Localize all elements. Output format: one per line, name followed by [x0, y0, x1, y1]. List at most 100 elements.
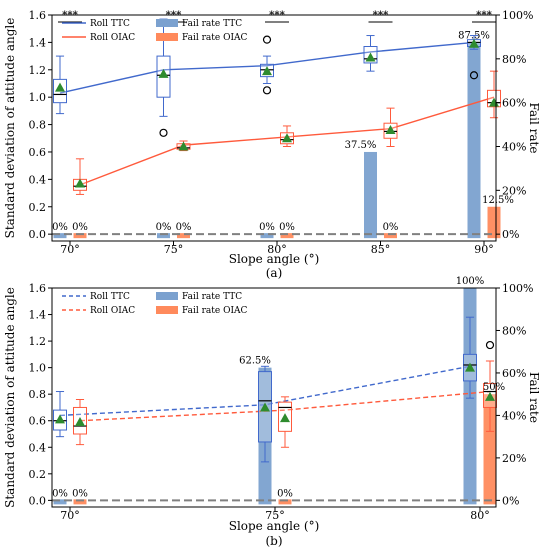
bar-fail-rate-ttc [258, 367, 272, 505]
bar-label-ttc: 37.5% [345, 140, 377, 151]
y2-tick-label: 0% [502, 228, 519, 241]
y2-tick-label: 60% [502, 367, 526, 380]
mean-marker-oiac [385, 125, 396, 135]
bar-label-ttc: 0% [52, 488, 68, 499]
y-tick-label: 1.6 [29, 282, 47, 295]
bar-fail-rate-oiac [177, 233, 190, 239]
x-tick-label: 85° [371, 243, 391, 256]
bar-fail-rate-ttc [157, 233, 170, 239]
y-tick-label: 0.0 [29, 494, 47, 507]
legend-swatch-fail-rate-ttc [156, 19, 178, 27]
y2-axis-label: Fail rate [527, 103, 539, 154]
subfigure-caption: (a) [266, 266, 283, 280]
mean-marker-ttc [262, 66, 272, 76]
bar-label-oiac: 0% [72, 488, 88, 499]
bar-label-ttc: 62.5% [239, 356, 271, 367]
bar-label-oiac: 12.5% [482, 195, 514, 206]
bar-label-oiac: 0% [279, 222, 295, 233]
x-axis-label: Slope angle (°) [229, 519, 320, 533]
y-tick-label: 0.2 [29, 201, 47, 214]
y-tick-label: 0.2 [29, 468, 47, 481]
y2-tick-label: 20% [502, 184, 526, 197]
legend-swatch-fail-rate-ttc [156, 292, 178, 300]
legend-label-roll-oiac: Roll OIAC [90, 33, 135, 43]
legend-label-fail-rate-ttc: Fail rate TTC [182, 19, 242, 29]
outlier-ttc [262, 35, 272, 44]
bar-label-ttc: 0% [156, 222, 172, 233]
chart-a: 0% 0% 0% 0% 0% 0%37.5%0%87.5%12.5%*** *** *** **… [3, 9, 539, 280]
x-tick-label: 70° [60, 243, 80, 256]
subfigure-caption: (b) [265, 534, 282, 548]
bar-label-ttc: 87.5% [458, 30, 490, 41]
legend-swatch-fail-rate-oiac [156, 306, 178, 314]
outlier-ttc [469, 71, 479, 80]
mean-marker-oiac [485, 391, 495, 401]
y2-tick-label: 60% [502, 97, 526, 110]
mean-marker-oiac [280, 413, 290, 423]
bar-label-ttc: 0% [259, 222, 275, 233]
legend-label-fail-rate-ttc: Fail rate TTC [182, 292, 242, 302]
y-tick-label: 0.4 [29, 173, 47, 186]
mean-marker-oiac [75, 178, 85, 188]
outlier-oiac [485, 340, 495, 350]
y-tick-label: 1.2 [29, 335, 47, 348]
bar-fail-rate-oiac [73, 499, 87, 505]
y2-tick-label: 80% [502, 324, 526, 337]
y-tick-label: 0.4 [29, 441, 47, 454]
y-axis-label: Standard deviation of attitude angle [3, 18, 17, 239]
y-tick-label: 0.0 [29, 228, 47, 241]
x-tick-label: 75° [265, 509, 285, 522]
y-tick-label: 1.6 [29, 9, 47, 22]
mean-marker-oiac [178, 141, 189, 151]
bar-fail-rate-oiac [280, 233, 294, 239]
chart-b: 0% 0% 62.5% 0% 100% 50% 0.0 0.2 0.4 0.6 0.8 1.0 1.2 1… [3, 276, 539, 548]
y-tick-label: 0.6 [29, 146, 47, 159]
bar-label-oiac: 0% [383, 222, 399, 233]
y2-tick-label: 40% [502, 409, 526, 422]
line-roll-oiac [79, 390, 491, 422]
y-tick-label: 0.8 [29, 119, 47, 132]
bar-label-oiac: 50% [483, 382, 505, 393]
y-tick-label: 1.4 [29, 309, 47, 322]
bar-fail-rate-oiac [73, 233, 87, 239]
legend-label-roll-ttc: Roll TTC [90, 19, 130, 29]
legend-swatch-fail-rate-oiac [156, 33, 178, 41]
legend: Roll TTC Roll OIAC Fail rate TTC Fail rate … [62, 19, 248, 43]
mean-marker-ttc [260, 402, 270, 412]
bar-fail-rate-ttc [53, 499, 67, 505]
bar-fail-rate-ttc [53, 233, 67, 239]
legend: Roll TTC Roll OIAC Fail rate TTC Fail rate … [62, 292, 248, 316]
bar-fail-rate-oiac [384, 233, 397, 239]
y2-tick-label: 0% [502, 494, 519, 507]
bar-label-oiac: 0% [72, 222, 88, 233]
mean-marker-ttc [55, 414, 65, 424]
line-roll-ttc [59, 365, 471, 417]
x-tick-label: 80° [267, 243, 287, 256]
bar-fail-rate-oiac [278, 499, 292, 505]
x-tick-label: 75° [164, 243, 184, 256]
y-tick-label: 1.2 [29, 64, 47, 77]
mean-marker-oiac [75, 417, 85, 427]
y-tick-label: 1.0 [29, 362, 47, 375]
outlier-ttc [262, 86, 272, 95]
legend-label-fail-rate-oiac: Fail rate OIAC [182, 33, 248, 43]
plot-frame [51, 287, 497, 508]
y-tick-label: 1.0 [29, 91, 47, 104]
mean-marker-oiac [282, 133, 292, 143]
x-tick-label: 80° [470, 509, 490, 522]
bar-fail-rate-oiac [483, 394, 497, 505]
legend-label-fail-rate-oiac: Fail rate OIAC [182, 306, 248, 316]
y2-tick-label: 20% [502, 452, 526, 465]
bar-label-oiac: 0% [277, 488, 293, 499]
bar-fail-rate-ttc [260, 233, 274, 239]
mean-marker-ttc [469, 38, 479, 48]
y2-tick-label: 100% [502, 9, 533, 22]
mean-marker-ttc [465, 362, 475, 372]
mean-marker-ttc [55, 82, 65, 92]
y-tick-label: 0.8 [29, 388, 47, 401]
y2-tick-label: 40% [502, 140, 526, 153]
y-tick-label: 0.6 [29, 415, 47, 428]
x-axis-label: Slope angle (°) [229, 252, 320, 266]
y2-tick-label: 80% [502, 53, 526, 66]
